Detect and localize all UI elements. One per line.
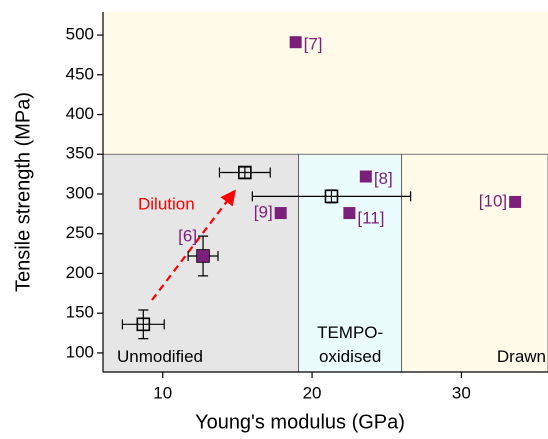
region-label-line: Drawn: [497, 347, 546, 366]
point: [136, 317, 151, 332]
point-label: [11]: [357, 209, 384, 228]
point: [238, 165, 252, 180]
y-tick-label: 350: [66, 144, 94, 163]
y-tick-label: 400: [66, 104, 94, 123]
y-axis-label: Tensile strength (MPa): [12, 92, 34, 292]
y-tick-label: 300: [66, 183, 94, 202]
region-label: Unmodified: [117, 347, 203, 366]
y-tick-label: 250: [66, 223, 94, 242]
point-label: [8]: [374, 169, 393, 188]
region-label-line: oxidised: [319, 347, 381, 366]
y-tick-label: 450: [66, 64, 94, 83]
region: [298, 153, 403, 373]
x-tick-label: 30: [452, 383, 471, 402]
point: [359, 170, 372, 183]
point: [324, 189, 339, 204]
x-tick-label: 20: [303, 383, 322, 402]
region-label-line: TEMPO-: [317, 323, 383, 342]
y-tick-label: 150: [66, 303, 94, 322]
y-tick-label: 200: [66, 263, 94, 282]
point: [509, 195, 522, 208]
point-label: [10]: [479, 191, 507, 210]
point-label: [9]: [254, 203, 273, 222]
y-error-bar: [138, 309, 149, 340]
dilution-arrow: [151, 189, 236, 301]
region-label: TEMPO-oxidised: [317, 323, 383, 366]
point-label: [7]: [304, 35, 323, 54]
region: [401, 153, 548, 373]
y-tick-label: 100: [66, 342, 94, 361]
region-label-line: Unmodified: [117, 347, 203, 366]
point-label: [6]: [178, 226, 197, 245]
y-tick-label: 500: [66, 25, 94, 44]
annotation: Dilution: [138, 194, 195, 213]
region-label: Drawn: [497, 347, 546, 366]
x-axis-label: Young's modulus (GPa): [195, 411, 405, 433]
region: [102, 153, 300, 373]
point: [197, 249, 210, 262]
point: [289, 36, 302, 49]
x-tick-label: 10: [153, 383, 172, 402]
point: [274, 207, 287, 220]
point: [343, 207, 356, 220]
